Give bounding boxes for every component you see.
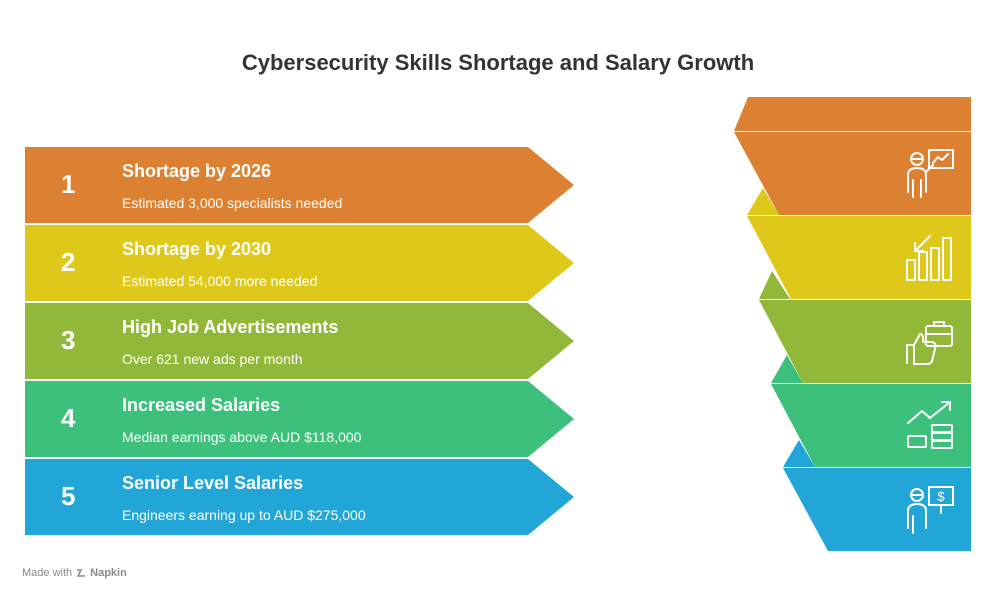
footer: Made with Napkin <box>22 567 127 579</box>
list-item: 5 Senior Level Salaries Engineers earnin… <box>25 459 575 535</box>
presenter-dollar-icon: $ <box>907 486 954 534</box>
footer-brand[interactable]: Napkin <box>90 567 127 579</box>
list-item: 4 Increased Salaries Median earnings abo… <box>25 381 575 457</box>
item-description: Estimated 3,000 specialists needed <box>122 195 343 211</box>
page-title: Cybersecurity Skills Shortage and Salary… <box>241 50 755 75</box>
ribbon-flap-top <box>734 97 971 131</box>
footer-prefix: Made with <box>22 567 73 579</box>
item-description: Over 621 new ads per month <box>122 351 303 367</box>
item-number: 3 <box>61 325 76 355</box>
item-number: 4 <box>61 403 76 433</box>
ribbon-fold <box>747 188 779 215</box>
arrow-shape <box>25 225 574 301</box>
list-item: 2 Shortage by 2030 Estimated 54,000 more… <box>25 225 575 301</box>
ribbon-fold <box>759 271 790 299</box>
ribbon-fold <box>771 355 803 383</box>
arrow-shape <box>25 459 574 535</box>
svg-text:$: $ <box>937 489 945 504</box>
briefcase-thumbs-up-icon <box>906 321 953 365</box>
arrow-shape <box>25 381 574 457</box>
item-number: 1 <box>61 169 76 199</box>
item-number: 2 <box>61 247 76 277</box>
item-heading: Increased Salaries <box>122 395 281 415</box>
ribbon-fold <box>783 440 815 467</box>
item-heading: Shortage by 2026 <box>122 161 272 181</box>
item-description: Engineers earning up to AUD $275,000 <box>122 507 366 523</box>
item-heading: High Job Advertisements <box>122 317 339 337</box>
item-heading: Shortage by 2030 <box>122 239 272 259</box>
item-description: Estimated 54,000 more needed <box>122 273 318 289</box>
item-number: 5 <box>61 481 76 511</box>
arrow-shape <box>25 147 574 223</box>
list-item: 1 Shortage by 2026 Estimated 3,000 speci… <box>25 147 575 223</box>
list-item: 3 High Job Advertisements Over 621 new a… <box>25 303 575 379</box>
presenter-chart-icon <box>907 149 954 198</box>
arrow-shape <box>25 303 574 379</box>
item-description: Median earnings above AUD $118,000 <box>122 429 362 445</box>
declining-bars-icon <box>906 235 952 281</box>
ribbon-panel-5 <box>783 468 971 551</box>
money-growth-icon <box>907 401 953 449</box>
ribbon-panel-1 <box>734 132 971 215</box>
ribbon-panel-3 <box>759 300 971 383</box>
napkin-logo-icon <box>76 569 86 577</box>
item-heading: Senior Level Salaries <box>122 473 304 493</box>
